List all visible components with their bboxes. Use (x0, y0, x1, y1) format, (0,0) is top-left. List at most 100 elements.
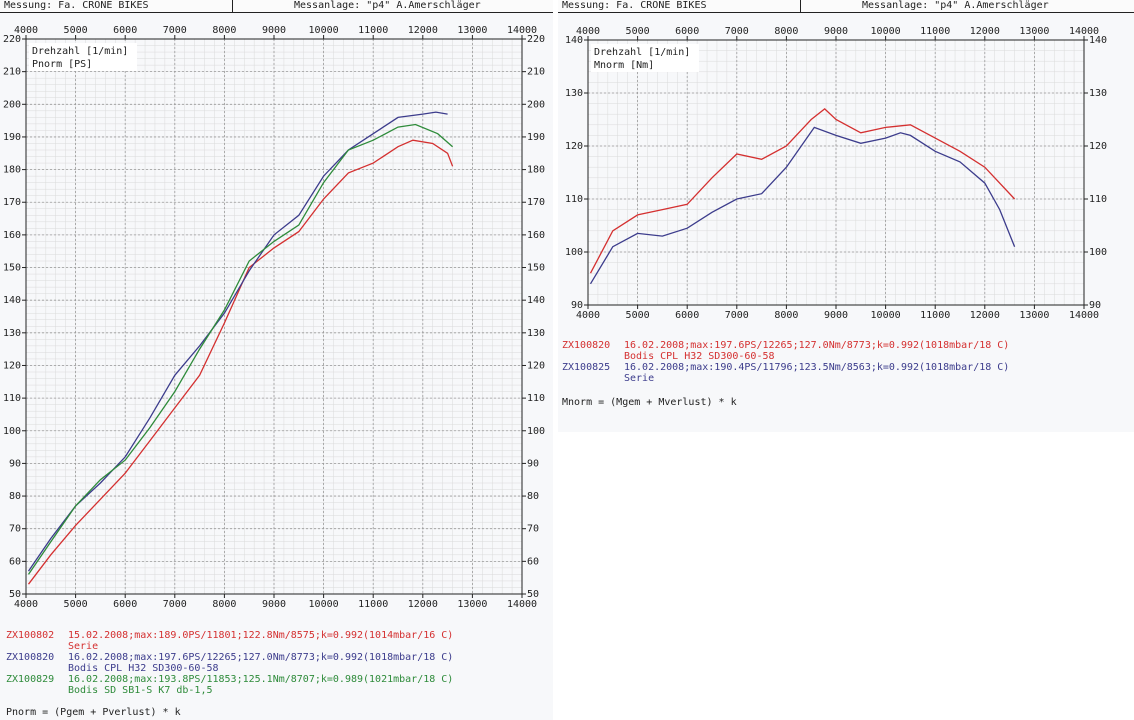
header-separator (232, 0, 233, 12)
x-tick-label-top: 4000 (576, 26, 600, 37)
y-tick-label-right: 70 (527, 524, 539, 535)
y-tick-label-right: 90 (527, 458, 539, 469)
legend-details: 16.02.2008;max:197.6PS/12265;127.0Nm/877… (68, 652, 454, 663)
y-tick-label-right: 190 (527, 132, 545, 143)
y-tick-label-left: 200 (3, 99, 21, 110)
y-tick-label-left: 110 (565, 194, 583, 205)
x-tick-label-bottom: 9000 (824, 310, 848, 321)
axis-label-background (591, 44, 699, 72)
measurement-label: Messung: Fa. CRONE BIKES (562, 0, 707, 11)
x-tick-label-bottom: 12000 (408, 599, 438, 610)
x-axis-label: Drehzahl [1/min] (594, 47, 690, 58)
y-tick-label-left: 100 (565, 247, 583, 258)
torque-formula: Mnorm = (Mgem + Mverlust) * k (562, 397, 737, 408)
legend-note: Bodis CPL H32 SD300-60-58 (624, 351, 775, 362)
x-tick-label-bottom: 4000 (14, 599, 38, 610)
y-tick-label-left: 50 (9, 589, 21, 600)
x-tick-label-bottom: 6000 (113, 599, 137, 610)
series-line-ZX100825 (589, 126, 1016, 285)
x-tick-label-top: 5000 (626, 26, 650, 37)
y-tick-label-right: 100 (527, 426, 545, 437)
y-tick-label-right: 100 (1089, 247, 1107, 258)
x-tick-label-bottom: 14000 (507, 599, 537, 610)
legend-id: ZX100829 (6, 674, 55, 685)
x-tick-label-top: 7000 (725, 26, 749, 37)
legend-details: 16.02.2008;max:197.6PS/12265;127.0Nm/877… (624, 340, 1010, 351)
legend-id: ZX100820 (562, 340, 611, 351)
x-tick-label-bottom: 4000 (576, 310, 600, 321)
y-tick-label-right: 150 (527, 263, 545, 274)
header-separator (800, 0, 801, 12)
y-tick-label-right: 180 (527, 165, 545, 176)
power-chart: 4000 4000 5000 5000 6000 6000 7000 7000 8000 8000… (3, 25, 545, 610)
x-tick-label-bottom: 7000 (163, 599, 187, 610)
x-tick-label-bottom: 11000 (920, 310, 950, 321)
x-tick-label-bottom: 5000 (626, 310, 650, 321)
y-tick-label-right: 110 (527, 393, 545, 404)
y-tick-label-left: 60 (9, 556, 21, 567)
y-tick-label-right: 50 (527, 589, 539, 600)
series-line-ZX100829 (27, 123, 454, 575)
axis-label-background (29, 43, 137, 71)
x-tick-label-top: 4000 (14, 25, 38, 36)
y-tick-label-right: 130 (1089, 88, 1107, 99)
y-tick-label-left: 130 (565, 88, 583, 99)
x-tick-label-bottom: 11000 (358, 599, 388, 610)
y-tick-label-left: 220 (3, 34, 21, 45)
y-tick-label-left: 90 (571, 300, 583, 311)
x-tick-label-bottom: 9000 (262, 599, 286, 610)
y-tick-label-left: 100 (3, 426, 21, 437)
x-tick-label-top: 9000 (824, 26, 848, 37)
y-tick-label-left: 90 (9, 458, 21, 469)
y-tick-label-right: 120 (1089, 141, 1107, 152)
x-tick-label-bottom: 6000 (675, 310, 699, 321)
y-tick-label-left: 120 (3, 360, 21, 371)
x-tick-label-top: 13000 (1019, 26, 1049, 37)
y-axis-label: Mnorm [Nm] (594, 60, 654, 71)
y-tick-label-left: 170 (3, 197, 21, 208)
torque-chart-panel: Messung: Fa. CRONE BIKES Messanlage: "p4… (558, 0, 1134, 432)
series-line-ZX100802 (27, 139, 454, 585)
y-tick-label-left: 140 (3, 295, 21, 306)
x-tick-label-top: 10000 (309, 25, 339, 36)
x-tick-label-top: 8000 (212, 25, 236, 36)
x-tick-label-top: 6000 (675, 26, 699, 37)
legend-details: 16.02.2008;max:190.4PS/11796;123.5Nm/856… (624, 362, 1010, 373)
y-tick-label-left: 80 (9, 491, 21, 502)
legend-details: 15.02.2008;max:189.0PS/11801;122.8Nm/857… (68, 630, 454, 641)
x-tick-label-bottom: 12000 (970, 310, 1000, 321)
y-tick-label-right: 220 (527, 34, 545, 45)
facility-label: Messanlage: "p4" A.Amerschläger (862, 0, 1049, 11)
x-tick-label-top: 12000 (408, 25, 438, 36)
x-tick-label-bottom: 14000 (1069, 310, 1099, 321)
y-tick-label-left: 70 (9, 524, 21, 535)
x-tick-label-bottom: 5000 (64, 599, 88, 610)
y-tick-label-left: 140 (565, 35, 583, 46)
legend-details: 16.02.2008;max:193.8PS/11853;125.1Nm/870… (68, 674, 454, 685)
torque-chart-header: Messung: Fa. CRONE BIKES Messanlage: "p4… (558, 0, 1134, 13)
x-tick-label-top: 5000 (64, 25, 88, 36)
legend-id: ZX100802 (6, 630, 55, 641)
measurement-label: Messung: Fa. CRONE BIKES (4, 0, 149, 11)
y-tick-label-left: 150 (3, 263, 21, 274)
facility-label: Messanlage: "p4" A.Amerschläger (294, 0, 481, 11)
legend-note: Bodis SD SB1-S K7 db-1,5 (68, 685, 213, 696)
y-tick-label-right: 80 (527, 491, 539, 502)
x-tick-label-top: 11000 (358, 25, 388, 36)
x-tick-label-bottom: 13000 (1019, 310, 1049, 321)
y-tick-label-left: 120 (565, 141, 583, 152)
legend-note: Serie (624, 373, 655, 384)
x-tick-label-bottom: 8000 (212, 599, 236, 610)
x-tick-label-top: 13000 (457, 25, 487, 36)
series-line-ZX100820 (27, 111, 448, 572)
y-tick-label-left: 160 (3, 230, 21, 241)
y-tick-label-right: 170 (527, 197, 545, 208)
x-tick-label-top: 10000 (871, 26, 901, 37)
series-line-ZX100820 (589, 108, 1016, 274)
y-tick-label-right: 90 (1089, 300, 1101, 311)
power-chart-panel: Messung: Fa. CRONE BIKES Messanlage: "p4… (0, 0, 553, 720)
y-tick-label-left: 130 (3, 328, 21, 339)
x-tick-label-top: 14000 (1069, 26, 1099, 37)
x-tick-label-bottom: 13000 (457, 599, 487, 610)
y-tick-label-left: 210 (3, 67, 21, 78)
